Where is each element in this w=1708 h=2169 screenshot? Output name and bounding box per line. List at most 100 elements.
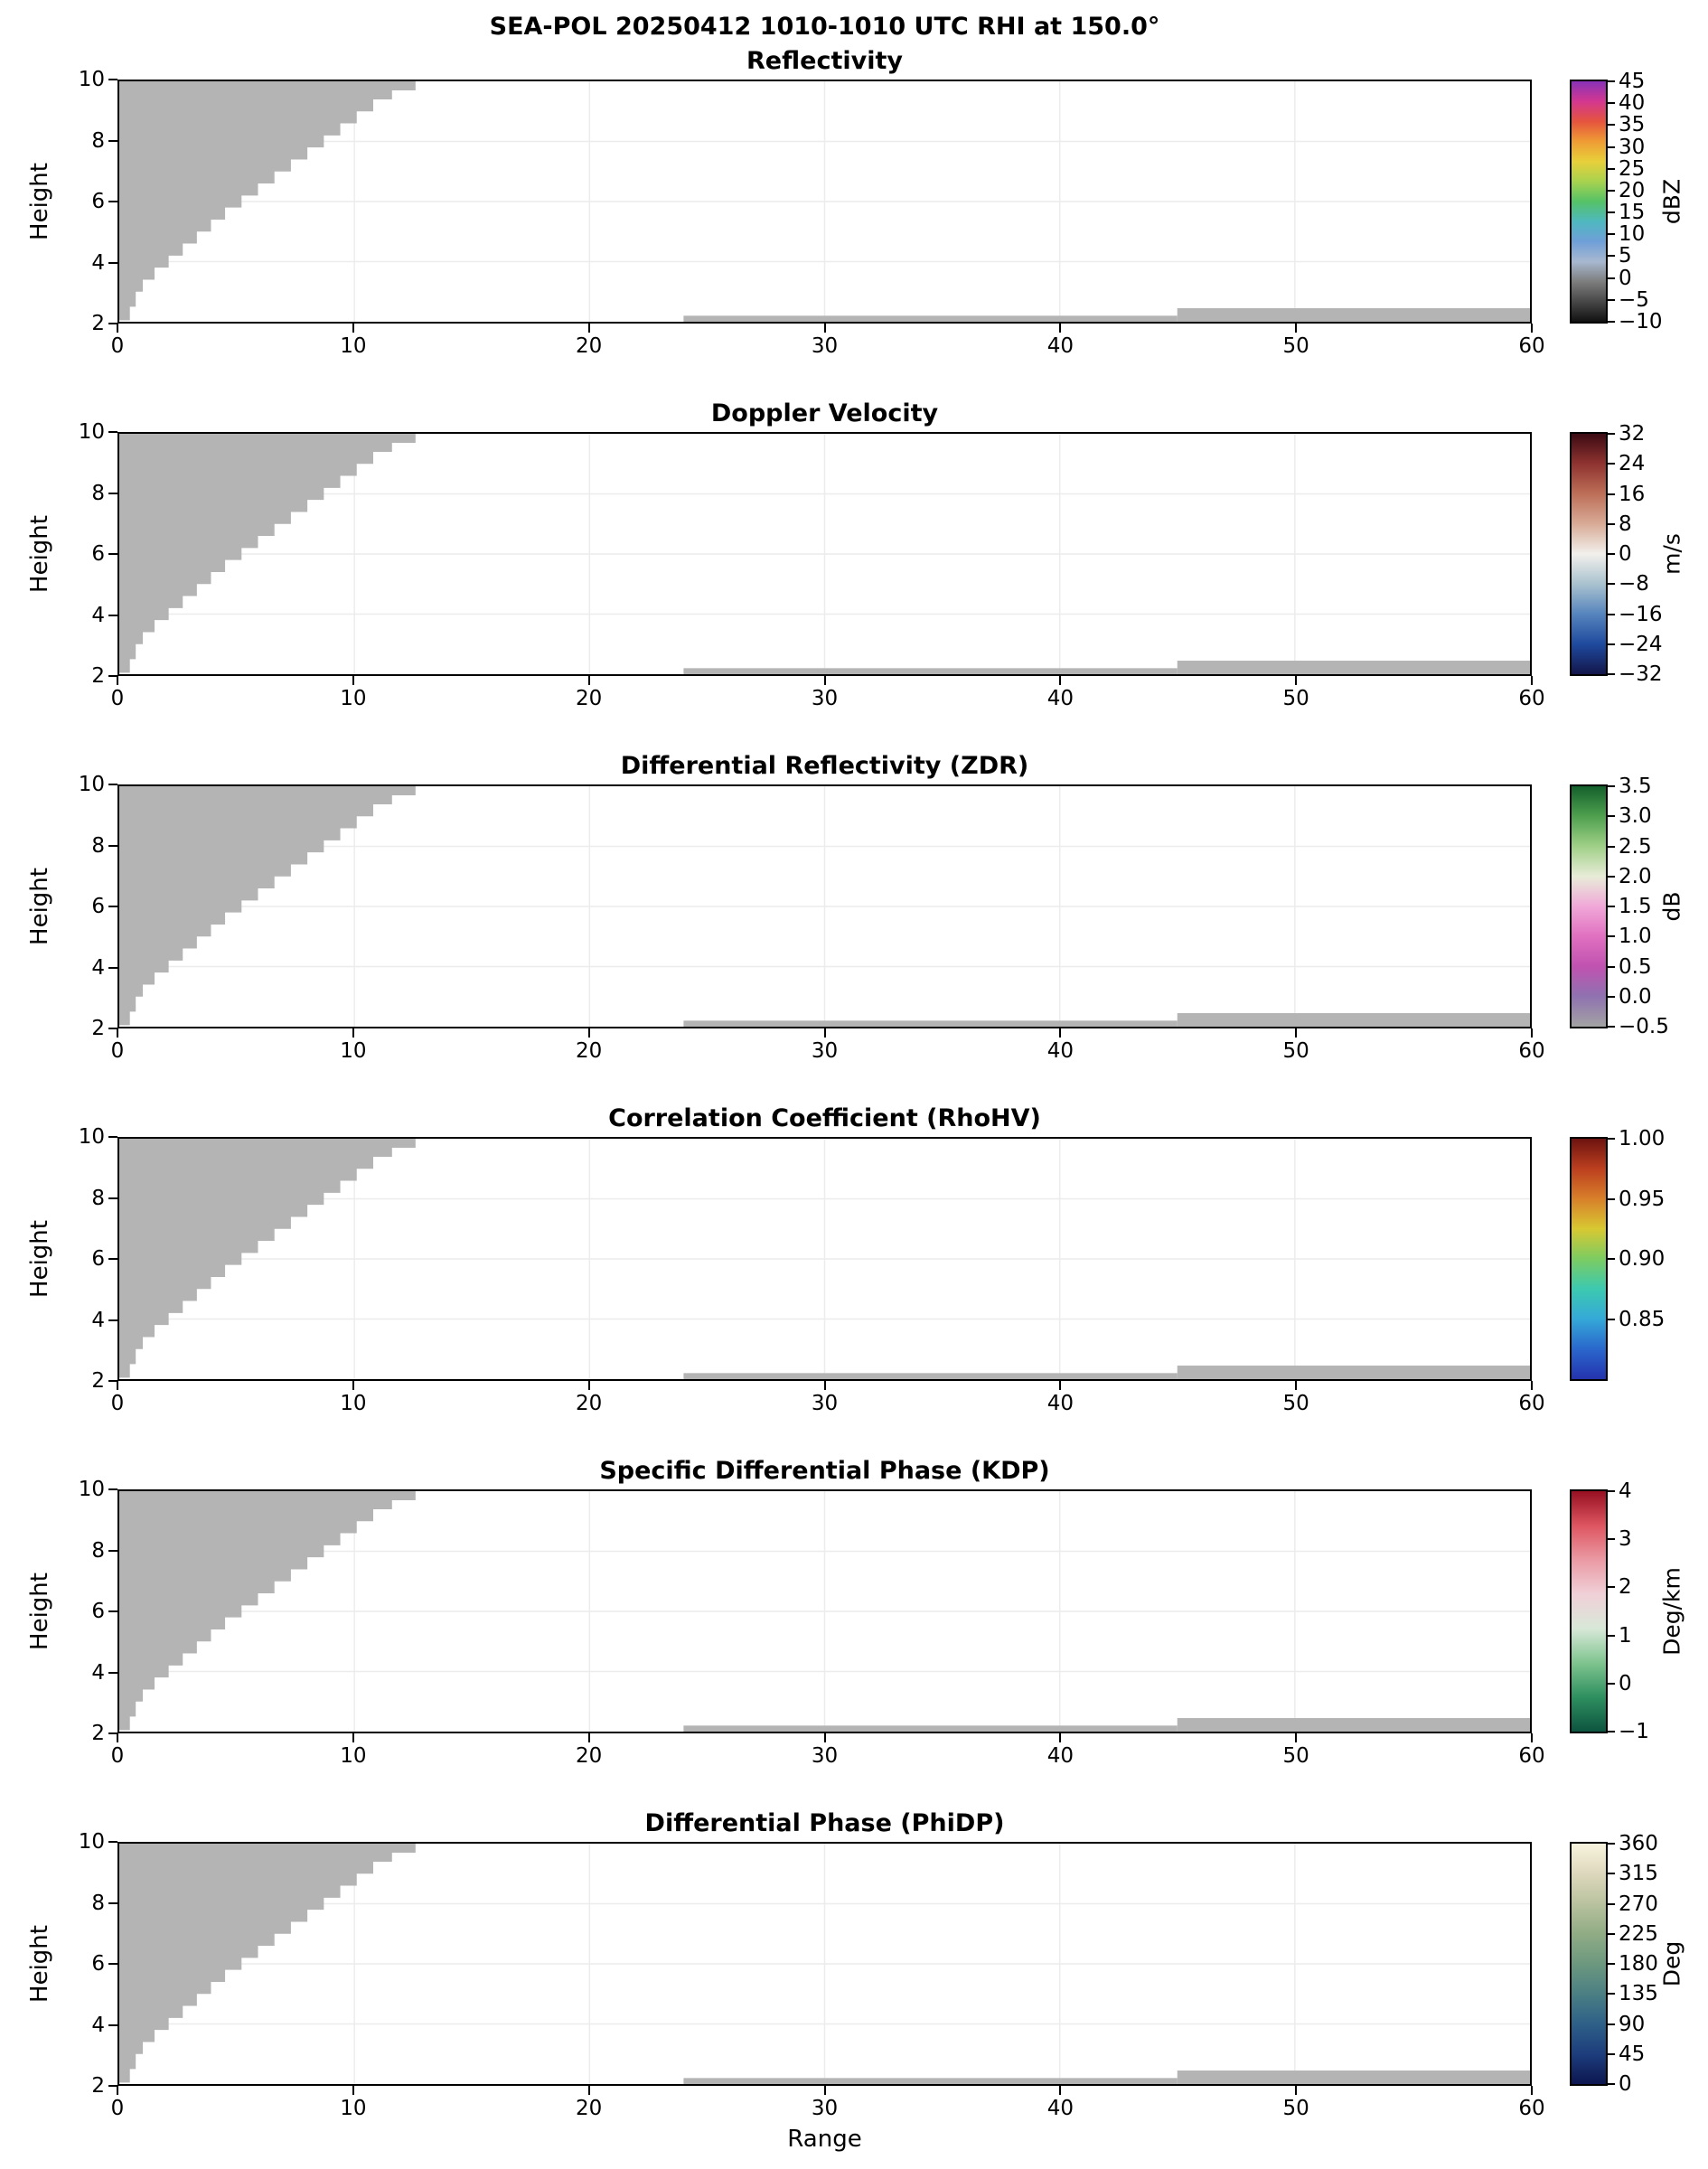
no-data-strip <box>1177 1718 1530 1732</box>
y-tick-label: 8 <box>91 128 105 153</box>
panel-zdr: Differential Reflectivity (ZDR) Height 2… <box>0 750 1708 1103</box>
x-tick-mark <box>1059 324 1062 333</box>
x-tick-label: 0 <box>110 1039 125 1063</box>
y-tick-label: 10 <box>78 773 105 796</box>
panel-title: Correlation Coefficient (RhoHV) <box>608 1104 1041 1132</box>
x-tick-mark <box>587 1028 590 1038</box>
colorbar-tick-mark <box>1606 1963 1615 1965</box>
x-tick-label: 20 <box>576 1039 603 1063</box>
no-data-wedge <box>119 1139 416 1378</box>
no-data-wedge <box>119 81 416 321</box>
colorbar-tick-mark <box>1606 1993 1615 1995</box>
x-tick-label: 60 <box>1518 1039 1545 1063</box>
x-tick-label: 0 <box>110 2097 125 2120</box>
colorbar-tick-label: 180 <box>1619 1952 1658 1976</box>
x-tick-label: 30 <box>811 334 839 358</box>
y-tick-label: 10 <box>78 68 105 91</box>
x-tick-label: 50 <box>1282 687 1309 710</box>
colorbar: 3.5 3.0 2.5 2.0 1.5 1.0 0.5 0.0 −0.5 <box>1570 775 1669 1038</box>
y-tick-label: 10 <box>78 1830 105 1854</box>
x-tick-mark <box>823 1733 826 1742</box>
colorbar-tick-label: −10 <box>1619 310 1663 333</box>
y-tick-mark <box>108 1136 117 1138</box>
y-tick-mark <box>108 906 117 907</box>
x-tick-mark <box>587 1733 590 1742</box>
x-tick-mark <box>823 676 826 685</box>
x-tick-mark <box>352 1028 354 1038</box>
y-tick-mark <box>108 1901 117 1904</box>
y-tick-mark <box>108 1610 117 1612</box>
x-tick-mark <box>823 1028 826 1038</box>
colorbar-tick-label: 3.0 <box>1619 804 1652 829</box>
y-tick-mark <box>108 1319 117 1321</box>
x-tick-label: 40 <box>1046 1392 1074 1415</box>
y-tick-mark <box>108 675 117 677</box>
x-tick-mark <box>1059 1381 1062 1390</box>
y-tick-mark <box>108 1258 117 1260</box>
x-tick-mark <box>823 2086 826 2095</box>
colorbar-tick-mark <box>1606 463 1615 465</box>
colorbar-tick-label: 2 <box>1619 1575 1632 1600</box>
y-tick-mark <box>108 1671 117 1674</box>
y-tick-label: 2 <box>91 1722 105 1745</box>
colorbar-tick-mark <box>1606 1682 1615 1685</box>
x-tick-mark <box>117 1733 118 1742</box>
colorbar-tick-mark <box>1606 1318 1615 1320</box>
panel-velocity: Doppler Velocity Height 2 4 6 8 10 0 10 20 30 40 5… <box>0 398 1708 750</box>
y-tick-mark <box>108 614 117 616</box>
y-tick-label: 6 <box>91 1247 105 1271</box>
x-tick-label: 10 <box>340 1744 367 1768</box>
colorbar-tick-mark <box>1606 1538 1615 1541</box>
plot-wrap: Height 2 4 6 8 10 0 10 20 30 40 50 60 <box>26 1125 1545 1415</box>
colorbar-tick-mark <box>1606 1258 1615 1260</box>
x-tick-label: 40 <box>1046 1744 1074 1768</box>
colorbar-tick-mark <box>1606 995 1615 998</box>
y-tick-mark <box>108 2023 117 2026</box>
colorbar-tick-mark <box>1606 673 1615 675</box>
colorbar-tick-label: −1 <box>1619 1720 1649 1743</box>
x-tick-label: 30 <box>811 1744 839 1768</box>
x-tick-mark <box>117 2086 118 2095</box>
plot-area <box>117 1489 1532 1733</box>
x-tick-label: 50 <box>1282 2097 1309 2120</box>
y-tick-label: 4 <box>91 2013 105 2037</box>
colorbar-tick-label: 24 <box>1619 452 1646 476</box>
no-data-strip <box>1177 1013 1530 1027</box>
colorbar-tick-mark <box>1606 1026 1615 1028</box>
colorbar-tick-label: 45 <box>1619 70 1646 93</box>
y-tick-mark <box>108 553 117 555</box>
plot-canvas <box>119 1491 1530 1732</box>
colorbar-tick-mark <box>1606 1634 1615 1637</box>
x-tick-label: 0 <box>110 1392 125 1415</box>
colorbar-tick-mark <box>1606 1138 1615 1140</box>
figure-suptitle: SEA-POL 20250412 1010-1010 UTC RHI at 15… <box>489 13 1160 41</box>
plot-wrap: Height Range 2 4 6 8 10 0 10 20 30 40 50 60 <box>26 1830 1545 2153</box>
colorbar-tick-mark <box>1606 321 1615 323</box>
x-tick-mark <box>117 1028 118 1038</box>
plot-area <box>117 784 1532 1028</box>
colorbar-tick-label: 360 <box>1619 1832 1658 1855</box>
x-tick-mark <box>352 2086 354 2095</box>
colorbar-tick-mark <box>1606 167 1615 170</box>
no-data-strip <box>683 1725 1178 1732</box>
y-axis-label: Height <box>26 1220 53 1298</box>
no-data-strip <box>683 668 1178 674</box>
plot-wrap: Height 2 4 6 8 10 0 10 20 30 40 50 60 <box>26 1478 1545 1768</box>
y-tick-mark <box>108 844 117 847</box>
y-tick-mark <box>108 1488 117 1490</box>
colorbar-tick-mark <box>1606 146 1615 148</box>
colorbar: 45 40 35 30 25 20 15 10 5 0 −5 −10 <box>1570 70 1663 333</box>
x-tick-label: 50 <box>1282 1392 1309 1415</box>
y-tick-label: 10 <box>78 1125 105 1149</box>
colorbar-unit-label: Deg <box>1658 1940 1685 1987</box>
colorbar-tick-mark <box>1606 965 1615 968</box>
colorbar-tick-mark <box>1606 2083 1615 2085</box>
y-tick-label: 2 <box>91 2074 105 2098</box>
x-tick-mark <box>1295 676 1298 685</box>
colorbar-tick-label: 90 <box>1619 2012 1646 2036</box>
no-data-wedge <box>119 1844 416 2083</box>
x-tick-mark <box>1531 1733 1533 1742</box>
colorbar-tick-mark <box>1606 845 1615 848</box>
colorbar-tick-label: 0 <box>1619 542 1632 566</box>
colorbar-tick-label: 225 <box>1619 1921 1658 1946</box>
